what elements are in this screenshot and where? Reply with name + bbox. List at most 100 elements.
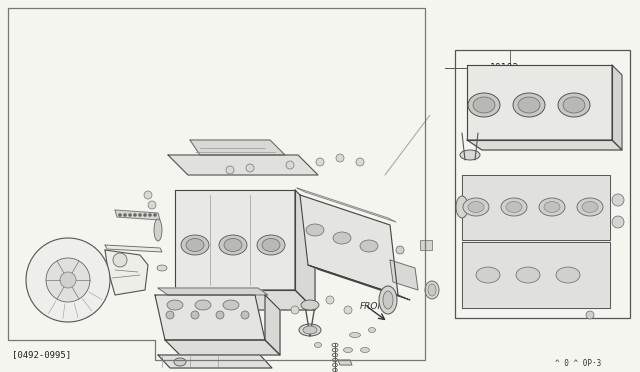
Ellipse shape [195,300,211,310]
Ellipse shape [501,198,527,216]
Circle shape [226,166,234,174]
Ellipse shape [186,238,204,251]
Polygon shape [168,155,318,175]
Ellipse shape [167,300,183,310]
Circle shape [154,214,157,217]
Ellipse shape [349,333,360,337]
Polygon shape [115,210,160,220]
Ellipse shape [518,97,540,113]
Polygon shape [612,65,622,150]
Circle shape [60,272,76,288]
Circle shape [344,306,352,314]
Polygon shape [175,190,295,290]
FancyBboxPatch shape [420,240,432,250]
Ellipse shape [314,343,321,347]
Ellipse shape [223,300,239,310]
Ellipse shape [456,196,468,218]
Circle shape [148,214,152,217]
Polygon shape [462,175,610,240]
Ellipse shape [577,198,603,216]
Ellipse shape [383,291,393,309]
Circle shape [134,214,136,217]
Ellipse shape [544,202,560,212]
Ellipse shape [181,235,209,255]
Circle shape [143,214,147,217]
Text: 10103: 10103 [497,86,526,96]
Circle shape [586,311,594,319]
Text: ^ 0 ^ 0P·3: ^ 0 ^ 0P·3 [555,359,601,368]
Text: [0492-0995]: [0492-0995] [12,350,71,359]
Ellipse shape [468,93,500,117]
Ellipse shape [219,235,247,255]
Ellipse shape [425,281,439,299]
Polygon shape [190,140,285,155]
Polygon shape [462,242,610,308]
Ellipse shape [468,202,484,212]
Ellipse shape [174,358,186,366]
Ellipse shape [379,286,397,314]
Ellipse shape [262,238,280,251]
Polygon shape [467,140,622,150]
Ellipse shape [344,347,353,353]
Circle shape [286,161,294,169]
Circle shape [291,306,299,314]
Ellipse shape [224,238,242,251]
Circle shape [612,194,624,206]
Polygon shape [155,295,265,340]
Circle shape [138,214,141,217]
Circle shape [124,214,127,217]
Text: FRONT: FRONT [360,302,391,311]
Ellipse shape [539,198,565,216]
Bar [455,50,630,318]
Circle shape [216,311,224,319]
Circle shape [326,296,334,304]
Ellipse shape [582,202,598,212]
Circle shape [113,253,127,267]
Circle shape [148,201,156,209]
Circle shape [396,246,404,254]
Circle shape [356,158,364,166]
Ellipse shape [428,284,436,296]
Circle shape [166,311,174,319]
Ellipse shape [157,265,167,271]
Polygon shape [308,265,410,300]
Ellipse shape [516,267,540,283]
Ellipse shape [473,97,495,113]
Polygon shape [165,340,280,355]
Polygon shape [297,188,396,222]
Circle shape [612,216,624,228]
Polygon shape [105,250,148,295]
Circle shape [336,154,344,162]
Circle shape [118,214,122,217]
Ellipse shape [513,93,545,117]
Circle shape [316,158,324,166]
Ellipse shape [360,347,369,353]
Ellipse shape [476,267,500,283]
Ellipse shape [154,219,162,241]
Ellipse shape [299,324,321,336]
Ellipse shape [506,202,522,212]
Ellipse shape [301,300,319,310]
Ellipse shape [558,93,590,117]
Ellipse shape [556,267,580,283]
Ellipse shape [333,232,351,244]
Circle shape [191,311,199,319]
Polygon shape [265,295,280,355]
Ellipse shape [306,224,324,236]
Polygon shape [295,190,315,310]
Polygon shape [300,195,398,295]
Ellipse shape [563,97,585,113]
Ellipse shape [463,198,489,216]
Circle shape [144,191,152,199]
Polygon shape [158,355,272,368]
Circle shape [129,214,131,217]
Polygon shape [175,290,315,310]
Ellipse shape [360,240,378,252]
Ellipse shape [369,327,376,333]
Polygon shape [158,288,268,295]
Polygon shape [390,260,418,290]
Polygon shape [105,245,162,252]
Polygon shape [467,65,612,140]
Ellipse shape [257,235,285,255]
Circle shape [241,311,249,319]
